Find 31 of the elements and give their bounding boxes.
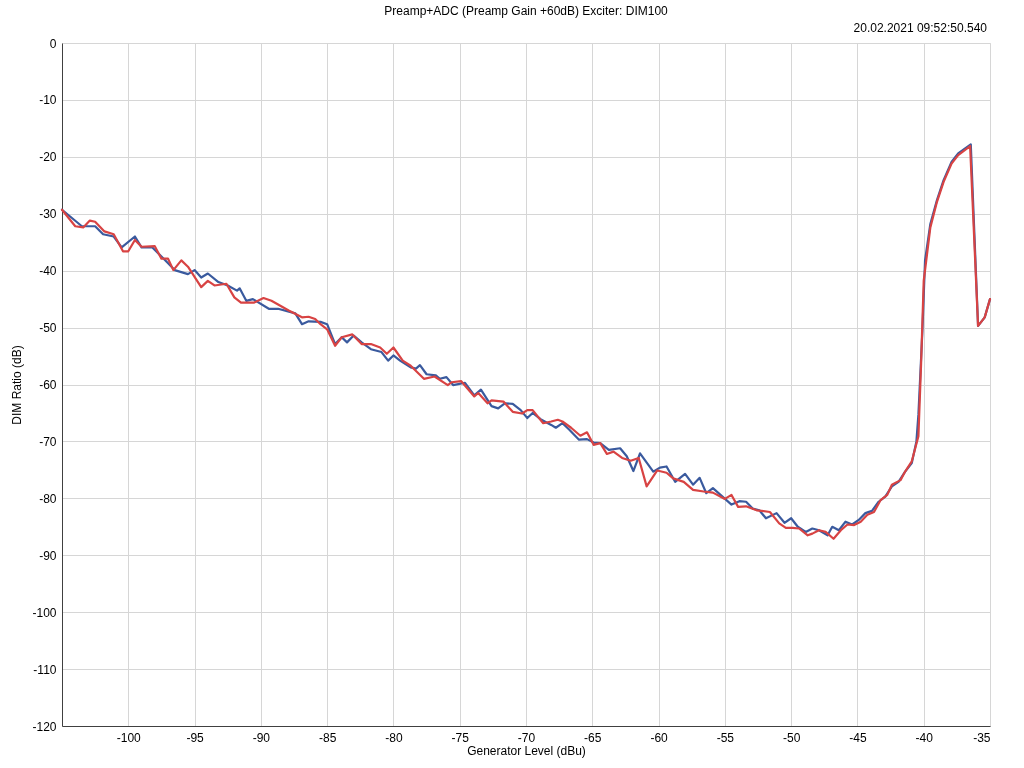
y-tick-label: -20 (39, 150, 57, 165)
y-tick-label: -10 (39, 93, 57, 108)
x-tick-label: -35 (973, 730, 991, 745)
y-axis-title: DIM Ratio (dB) (10, 345, 25, 425)
y-tick-label: -100 (32, 605, 57, 620)
x-tick-label: -50 (782, 730, 801, 745)
x-tick-label: -65 (584, 730, 602, 745)
y-tick-label: -120 (32, 719, 57, 734)
x-axis-title: Generator Level (dBu) (467, 743, 586, 758)
y-tick-label: -110 (33, 662, 57, 677)
y-tick-label: -80 (39, 491, 57, 506)
y-tick-label: -50 (39, 321, 57, 336)
text: 20.02.2021 09:52:50.540 (853, 21, 988, 35)
y-tick-label: -30 (39, 207, 57, 222)
x-tick-label: -70 (517, 730, 536, 745)
x-tick-label: -100 (116, 730, 142, 745)
y-tick-label: 0 (49, 36, 57, 51)
x-tick-label: -85 (318, 730, 337, 745)
x-tick-label: -75 (451, 730, 470, 745)
y-tick-label: -90 (39, 548, 57, 563)
chart-title: Preamp+ADC (Preamp Gain +60dB) Exciter: DIM100 (384, 4, 669, 18)
x-tick-label: -45 (849, 730, 867, 745)
x-tick-label: -60 (650, 730, 669, 745)
x-tick-label: -55 (716, 730, 735, 745)
x-tick-label: -90 (252, 730, 271, 745)
y-tick-label: -60 (39, 378, 57, 392)
x-tick-label: -95 (186, 730, 205, 745)
x-tick-label: -40 (915, 730, 934, 745)
x-tick-label: -80 (385, 730, 403, 745)
y-tick-label: -40 (39, 264, 57, 279)
y-tick-label: -70 (39, 434, 57, 449)
